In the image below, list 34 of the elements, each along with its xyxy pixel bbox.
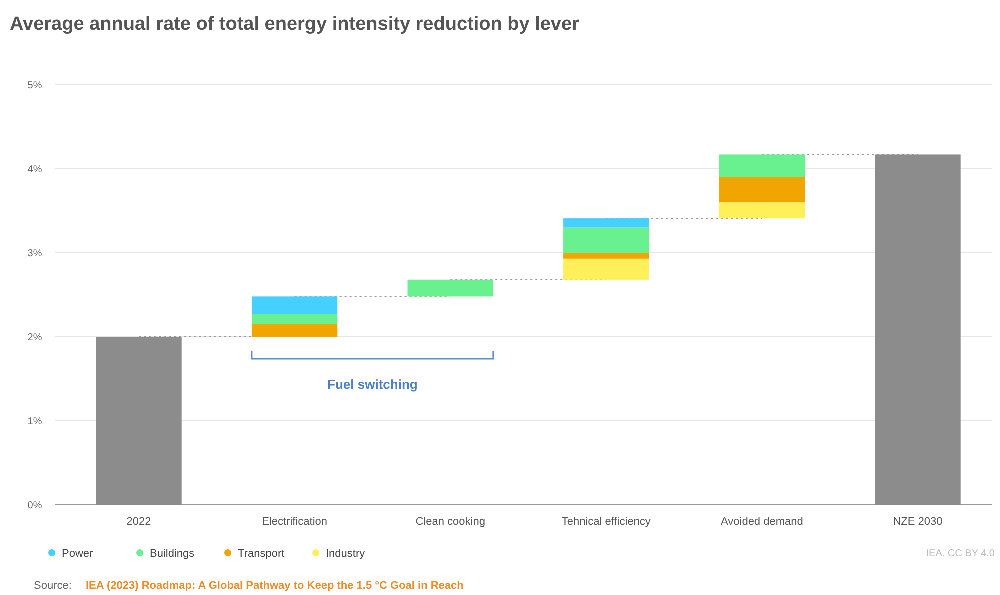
bar: [564, 218, 650, 228]
x-tick-label: Electrification: [262, 516, 328, 528]
y-tick-label: 4%: [28, 164, 42, 176]
y-tick-label: 3%: [28, 248, 42, 260]
bar: [252, 324, 338, 337]
text: IEA. CC BY 4.0: [926, 548, 996, 560]
text: IEA (2023) Roadmap: A Global Pathway to Keep the 1.5 °C Goal in Reach: [86, 580, 464, 592]
y-tick-label: 5%: [28, 80, 42, 92]
bar: [408, 280, 494, 297]
x-tick-label: Tehnical efficiency: [562, 516, 652, 528]
bar: [564, 258, 650, 280]
bar: [719, 154, 806, 178]
y-tick-label: 2%: [28, 332, 42, 344]
legend-label: Power: [62, 548, 94, 560]
x-tick-label: NZE 2030: [893, 516, 943, 528]
bar: [875, 154, 961, 505]
annotation: Fuel switching: [328, 377, 418, 392]
bar: [252, 314, 338, 324]
y-tick-label: 1%: [28, 416, 42, 428]
bar: [564, 253, 650, 259]
x-tick-label: Avoided demand: [721, 516, 804, 528]
bar: [719, 202, 806, 219]
x-tick-label: Clean cooking: [416, 516, 486, 528]
legend-label: Buildings: [150, 548, 196, 560]
bar: [252, 296, 338, 314]
chart-title: Average annual rate of total energy intensity reduction by lever: [10, 14, 580, 35]
y-tick-label: 0%: [28, 500, 42, 512]
x-tick-label: 2022: [126, 516, 152, 528]
source-note: Source:: [34, 580, 72, 592]
bar: [719, 177, 806, 203]
bar: [96, 337, 182, 505]
bar: [564, 228, 650, 253]
legend-label: Transport: [238, 548, 285, 560]
legend-label: Industry: [326, 548, 366, 560]
